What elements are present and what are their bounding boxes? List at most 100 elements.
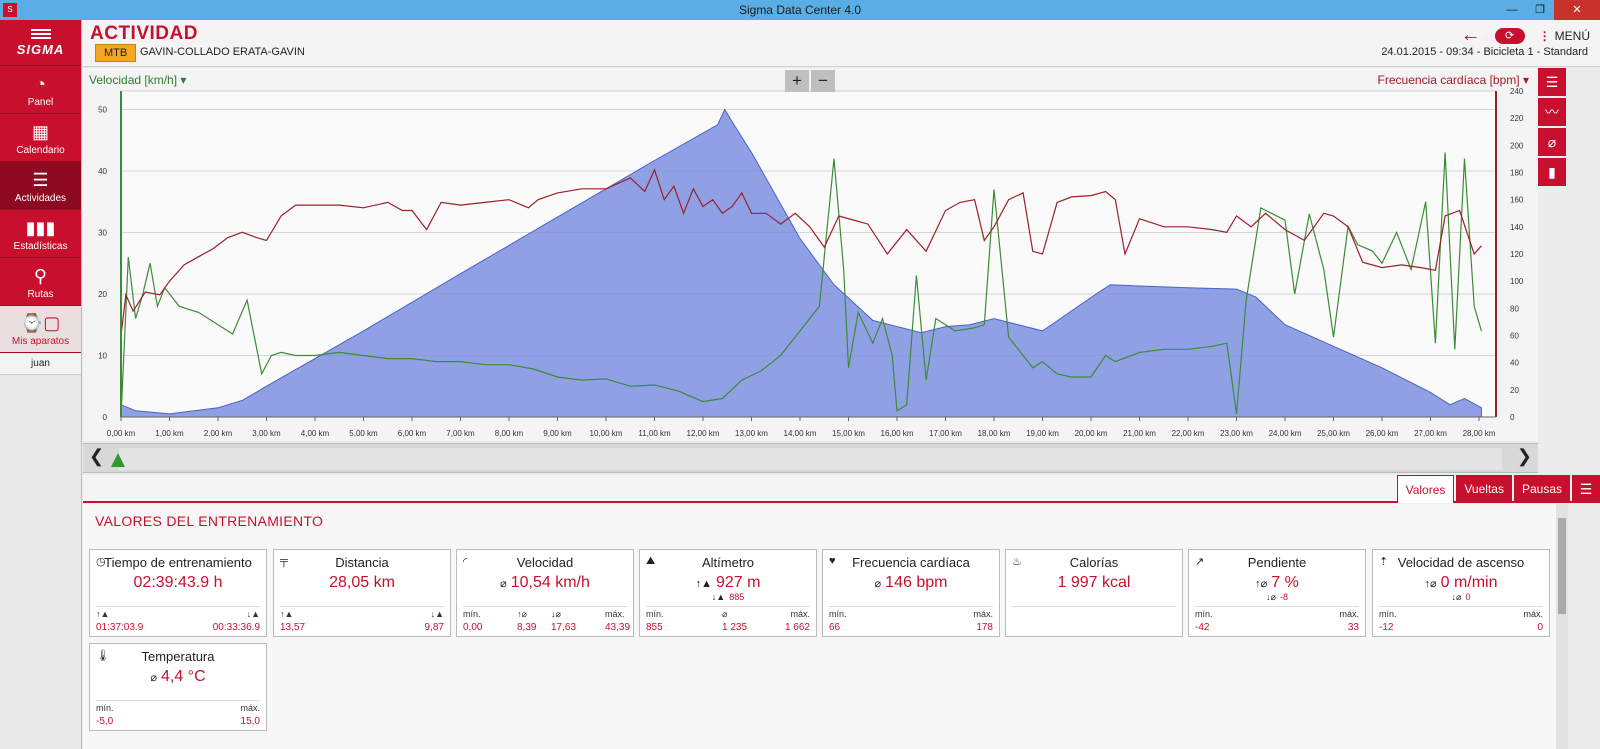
line-chart-icon[interactable]: 〰 bbox=[1538, 98, 1566, 126]
close-icon[interactable]: ✕ bbox=[1554, 0, 1600, 20]
y-right-tick-label: 140 bbox=[1510, 223, 1524, 232]
card-stat-label: máx. bbox=[1523, 609, 1543, 619]
card-stat-value: 855 bbox=[646, 622, 663, 633]
menu-label: MENÚ bbox=[1554, 28, 1590, 43]
x-tick-label: 28,00 km bbox=[1463, 429, 1496, 438]
card-stat-label: máx. bbox=[240, 703, 260, 713]
bar-chart-icon[interactable]: ▮ bbox=[1538, 158, 1566, 186]
panel-title: VALORES DEL ENTRENAMIENTO bbox=[95, 513, 324, 529]
y-right-tick-label: 100 bbox=[1510, 277, 1524, 286]
y-right-tick-label: 60 bbox=[1510, 332, 1519, 341]
x-tick-label: 20,00 km bbox=[1075, 429, 1108, 438]
back-arrow-icon[interactable]: ← bbox=[1460, 24, 1481, 46]
list-icon: ☰ bbox=[32, 170, 49, 190]
window-title: Sigma Data Center 4.0 bbox=[738, 3, 862, 17]
sidebar-item-actividades[interactable]: ☰ Actividades bbox=[0, 162, 81, 210]
cloud-sync-icon[interactable]: ⟳ bbox=[1494, 27, 1525, 44]
card-subvalue-text: 0 bbox=[1465, 592, 1471, 602]
header-actions: ← ⟳ ⋮ MENÚ bbox=[1461, 24, 1590, 47]
activity-chart[interactable]: 0 10 20 30 40 50 0 20 40 60 80 100 120 140 160 180 200 22… bbox=[83, 68, 1538, 441]
card-stat-value: 1 662 bbox=[784, 622, 810, 633]
card-value-text: 7 % bbox=[1271, 574, 1299, 591]
y-right-tick-label: 80 bbox=[1510, 304, 1519, 313]
sigma-logo[interactable]: SIGMA bbox=[0, 20, 81, 66]
menu-button[interactable]: ⋮ MENÚ bbox=[1539, 29, 1590, 43]
list-icon[interactable]: ☰ bbox=[1572, 475, 1600, 503]
scroll-left-icon[interactable]: ❮ bbox=[89, 446, 105, 466]
chart-tools: ☰ 〰 ⌀ ▮ bbox=[1538, 68, 1566, 188]
value-card-distancia: ╤ Distancia 28,05 km ↑▲ 13,57 ↓▲ 9,87 bbox=[273, 549, 451, 637]
card-stat-value: 66 bbox=[829, 622, 841, 633]
sidebar-item-estadisticas[interactable]: ▮▮▮ Estadísticas bbox=[0, 210, 81, 258]
value-card-frecuencia-cardíaca: ♥ Frecuencia cardíaca ⌀ 146 bpm mín. 66 máx. 17… bbox=[822, 549, 1000, 637]
card-stat-value: 01:37:03.9 bbox=[96, 622, 144, 633]
sidebar-item-rutas[interactable]: ⚲ Rutas bbox=[0, 258, 81, 306]
zoom-in-button[interactable]: + bbox=[785, 70, 809, 92]
tab-vueltas[interactable]: Vueltas bbox=[1456, 475, 1512, 503]
card-stat-value: -5,0 bbox=[96, 716, 114, 727]
position-marker-icon[interactable] bbox=[111, 453, 125, 467]
x-tick-label: 0,00 km bbox=[107, 429, 136, 438]
scrollbar-thumb[interactable] bbox=[1558, 518, 1566, 614]
card-divider bbox=[1012, 606, 1176, 607]
card-stat-label: máx. bbox=[790, 609, 810, 619]
sidebar-item-panel[interactable]: ◔ Panel bbox=[0, 66, 81, 114]
chart-scrubber[interactable]: ❮ ❯ bbox=[83, 443, 1538, 473]
card-stat-label: mín. bbox=[1379, 609, 1397, 619]
card-divider bbox=[280, 606, 444, 607]
sidebar-item-mis-aparatos[interactable]: ⌚▢ Mis aparatos bbox=[0, 306, 81, 353]
tab-pausas[interactable]: Pausas bbox=[1513, 475, 1570, 503]
card-title: Velocidad de ascenso bbox=[1397, 555, 1525, 570]
zoom-out-button[interactable]: − bbox=[811, 70, 835, 92]
card-value-text: 146 bpm bbox=[885, 574, 948, 591]
y-left-tick-label: 40 bbox=[98, 167, 107, 176]
heart-icon: ♥ bbox=[829, 555, 836, 567]
left-axis-label: Velocidad [km/h] bbox=[89, 73, 178, 87]
page-title: ACTIVIDAD bbox=[90, 23, 198, 44]
value-card-temperatura: 🌡 Temperatura ⌀ 4,4 °C mín. -5,0 máx. 15,0 bbox=[89, 643, 267, 731]
card-stat-value: 0,00 bbox=[463, 622, 483, 633]
y-left-tick-label: 30 bbox=[98, 228, 107, 237]
card-stat-value: 178 bbox=[976, 622, 993, 633]
card-value: 1 997 kcal bbox=[1006, 574, 1182, 592]
y-left-tick-label: 20 bbox=[98, 290, 107, 299]
minimize-icon[interactable]: — bbox=[1506, 4, 1518, 16]
panel-scrollbar[interactable] bbox=[1556, 504, 1568, 749]
y-right-tick-label: 120 bbox=[1510, 250, 1524, 259]
tab-valores[interactable]: Valores bbox=[1396, 475, 1455, 503]
card-subvalue-prefix: ↓⌀ bbox=[1266, 592, 1276, 602]
sidebar-item-label: Estadísticas bbox=[13, 241, 68, 252]
card-divider bbox=[96, 700, 260, 701]
chart-svg[interactable]: 0 10 20 30 40 50 0 20 40 60 80 100 120 140 160 180 200 22… bbox=[83, 68, 1538, 441]
average-icon[interactable]: ⌀ bbox=[1538, 128, 1566, 156]
card-value: ⌀ 4,4 °C bbox=[90, 668, 266, 686]
card-subvalue: ↓▲ 885 bbox=[640, 592, 816, 602]
scrubber-track[interactable] bbox=[119, 448, 1502, 470]
x-tick-label: 19,00 km bbox=[1026, 429, 1059, 438]
dashboard-icon: ◔ bbox=[35, 74, 46, 94]
sigma-app-icon[interactable]: S bbox=[3, 3, 17, 17]
card-stat-value: -12 bbox=[1379, 622, 1394, 633]
right-axis-selector[interactable]: Frecuencia cardíaca [bpm] ▾ bbox=[1378, 73, 1529, 87]
value-card-velocidad: ◜ Velocidad ⌀ 10,54 km/h mín. 0,00 ↑⌀ 8,39 ↓⌀ 17,… bbox=[456, 549, 634, 637]
x-tick-label: 13,00 km bbox=[735, 429, 768, 438]
calendar-icon: ▦ bbox=[31, 122, 49, 142]
card-stat-value: 13,57 bbox=[280, 622, 306, 633]
card-subvalue: ↓⌀ 0 bbox=[1373, 592, 1549, 603]
left-axis-selector[interactable]: Velocidad [km/h] ▾ bbox=[89, 73, 186, 87]
card-value-prefix: ↑▲ bbox=[695, 578, 712, 590]
card-value-prefix: ↑⌀ bbox=[1424, 578, 1437, 590]
maximize-icon[interactable]: ❐ bbox=[1535, 4, 1545, 16]
card-value: ↑⌀ 0 m/min bbox=[1373, 574, 1549, 592]
card-value-text: 0 m/min bbox=[1440, 574, 1498, 591]
chevron-down-icon: ▾ bbox=[180, 73, 187, 87]
y-right-tick-label: 0 bbox=[1510, 413, 1515, 422]
x-tick-label: 21,00 km bbox=[1123, 429, 1156, 438]
value-card-velocidad-de-ascenso: ⇡ Velocidad de ascenso ↑⌀ 0 m/min ↓⌀ 0 mín. -12… bbox=[1372, 549, 1550, 637]
list-view-icon[interactable]: ☰ bbox=[1538, 68, 1566, 96]
logo-text: SIGMA bbox=[16, 41, 65, 57]
sidebar-item-calendario[interactable]: ▦ Calendario bbox=[0, 114, 81, 162]
scroll-right-icon[interactable]: ❯ bbox=[1516, 446, 1532, 466]
slope-icon: ↗ bbox=[1195, 556, 1205, 568]
user-name[interactable]: juan bbox=[0, 353, 81, 375]
